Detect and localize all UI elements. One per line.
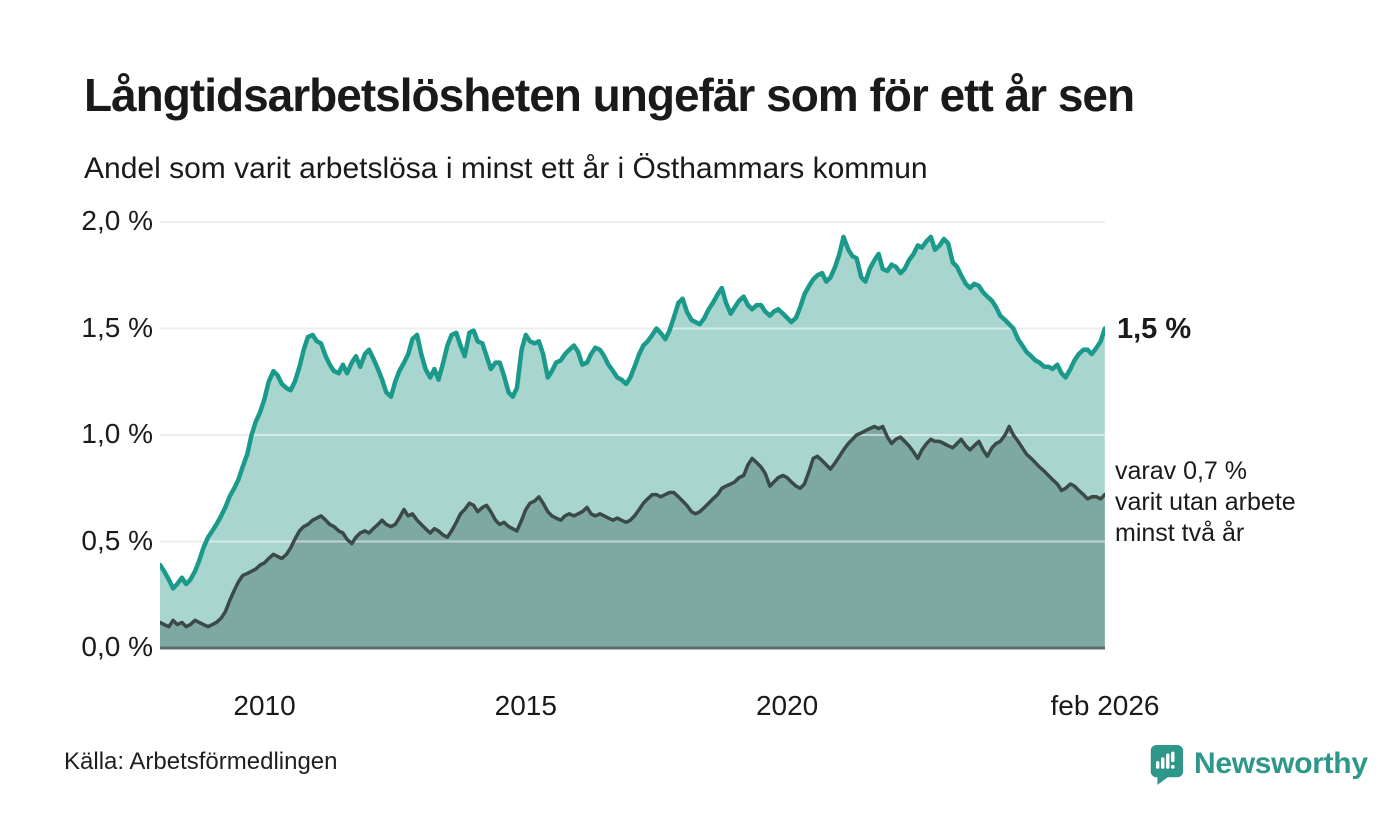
series-note-line: varav 0,7 %: [1115, 457, 1248, 485]
source-note: Källa: Arbetsförmedlingen: [64, 748, 338, 775]
series-two-year-area: [160, 426, 1105, 648]
y-tick-label: 2,0 %: [81, 205, 153, 236]
x-tick-label: 2020: [755, 690, 819, 721]
series-total-line: [157, 234, 1108, 591]
x-tick-label: 2015: [494, 690, 557, 721]
x-tick-label: feb 2026: [1050, 690, 1160, 721]
y-tick-label: 1,5 %: [81, 311, 153, 343]
series-two-year-line: [158, 424, 1107, 629]
area-chart: [157, 210, 1108, 652]
latest-value-label: 1,5 %: [1117, 313, 1192, 345]
page-subtitle: Andel som varit arbetslösa i minst ett å…: [84, 152, 928, 185]
y-tick-label: 0,0 %: [81, 631, 153, 662]
series-note: varav 0,7 % varit utan arbete minst två …: [1115, 456, 1296, 549]
page-title: Långtidsarbetslösheten ungefär som för e…: [84, 69, 1135, 121]
newsworthy-logo: Newsworthy: [1146, 742, 1368, 786]
chart-svg: [157, 221, 1108, 650]
y-tick-label: 1,0 %: [81, 418, 153, 449]
series-note-line: varit utan arbete: [1115, 488, 1296, 516]
x-tick-label: 2010: [233, 690, 296, 721]
newsworthy-bubble-chart-icon: [1150, 745, 1184, 785]
series-note-line: minst två år: [1115, 519, 1245, 547]
newsworthy-wordmark: Newsworthy: [1194, 747, 1368, 780]
y-tick-label: 0,5 %: [81, 524, 153, 556]
